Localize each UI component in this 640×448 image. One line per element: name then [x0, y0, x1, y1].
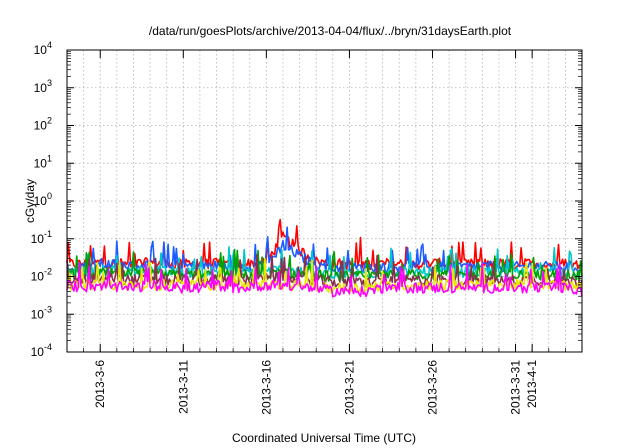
y-tick-label: 10-1 [31, 229, 52, 246]
y-tick-label: 104 [34, 40, 52, 57]
series-line-2 [66, 226, 583, 274]
x-tick-label: 2013-4-1 [525, 360, 539, 408]
y-tick-label: 100 [34, 191, 52, 208]
y-tick-label: 10-2 [31, 267, 52, 284]
grid-lines [67, 50, 582, 352]
x-tick-label: 2013-3-6 [93, 360, 107, 408]
chart-title: /data/run/goesPlots/archive/2013-04-04/f… [149, 24, 512, 38]
x-tick-label: 2013-3-31 [509, 360, 523, 415]
series-line-1 [66, 218, 583, 271]
x-tick-label: 2013-3-11 [176, 360, 190, 414]
y-tick-label: 102 [34, 116, 52, 133]
x-tick-label: 2013-3-16 [259, 360, 273, 415]
y-axis-ticks: 104 103 102 101 100 10-1 10-2 10-3 10-4 [31, 40, 582, 359]
x-tick-label: 2013-3-21 [342, 360, 356, 415]
y-axis-label: cGy/day [23, 179, 37, 223]
x-tick-label: 2013-3-26 [425, 360, 439, 415]
y-tick-label: 101 [34, 153, 52, 170]
series-line-7 [66, 262, 583, 298]
y-tick-label: 10-3 [31, 304, 52, 321]
series-lines [66, 218, 583, 298]
x-axis-label: Coordinated Universal Time (UTC) [232, 431, 416, 445]
y-tick-label: 103 [34, 78, 52, 95]
y-tick-label: 10-4 [31, 342, 52, 359]
x-axis-ticks: 2013-3-6 2013-3-11 2013-3-16 2013-3-21 2013-… [83, 50, 566, 415]
